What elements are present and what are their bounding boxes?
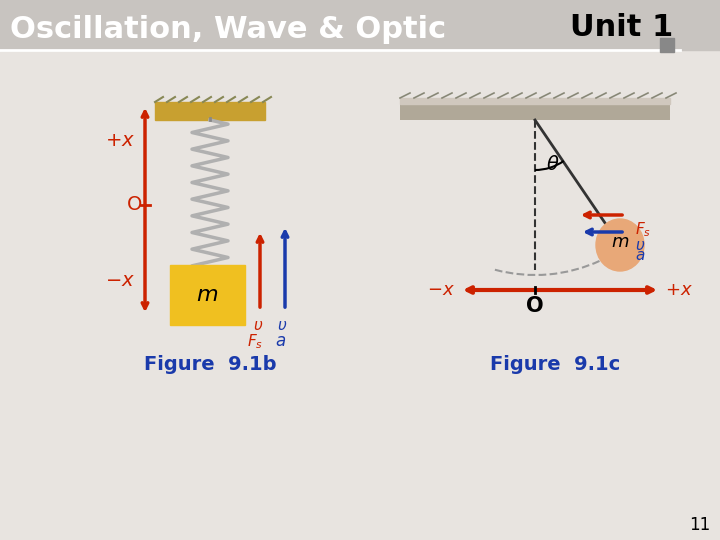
Bar	[400, 98, 670, 120]
Text: $+x$: $+x$	[665, 281, 693, 299]
Text: $F_s$: $F_s$	[247, 332, 263, 350]
Text: $\upsilon$: $\upsilon$	[277, 318, 287, 333]
Text: $-x$: $-x$	[105, 271, 135, 289]
Text: $-x$: $-x$	[427, 281, 455, 299]
Text: Figure  9.1b: Figure 9.1b	[144, 355, 276, 375]
Text: Figure  9.1c: Figure 9.1c	[490, 355, 620, 375]
Text: Oscillation, Wave & Optic: Oscillation, Wave & Optic	[10, 16, 446, 44]
Text: $a$: $a$	[276, 332, 287, 350]
Text: 11: 11	[689, 516, 711, 534]
Bar	[0, 0, 720, 50]
Text: $\upsilon$: $\upsilon$	[253, 318, 263, 333]
Text: $+x$: $+x$	[105, 131, 135, 150]
Text: O: O	[526, 296, 544, 316]
Text: Unit 1: Unit 1	[570, 14, 673, 43]
Bar	[155, 102, 265, 120]
Text: $m$: $m$	[197, 285, 219, 305]
Text: $F_s$: $F_s$	[635, 220, 651, 239]
Ellipse shape	[596, 219, 644, 271]
Text: $m$: $m$	[611, 233, 629, 251]
Text: $a$: $a$	[635, 248, 645, 263]
Text: $\theta$: $\theta$	[546, 156, 559, 174]
Bar	[400, 98, 670, 104]
Bar	[170, 265, 245, 325]
Text: $\upsilon$: $\upsilon$	[635, 238, 645, 253]
Bar	[660, 38, 674, 52]
Text: O: O	[127, 195, 143, 214]
